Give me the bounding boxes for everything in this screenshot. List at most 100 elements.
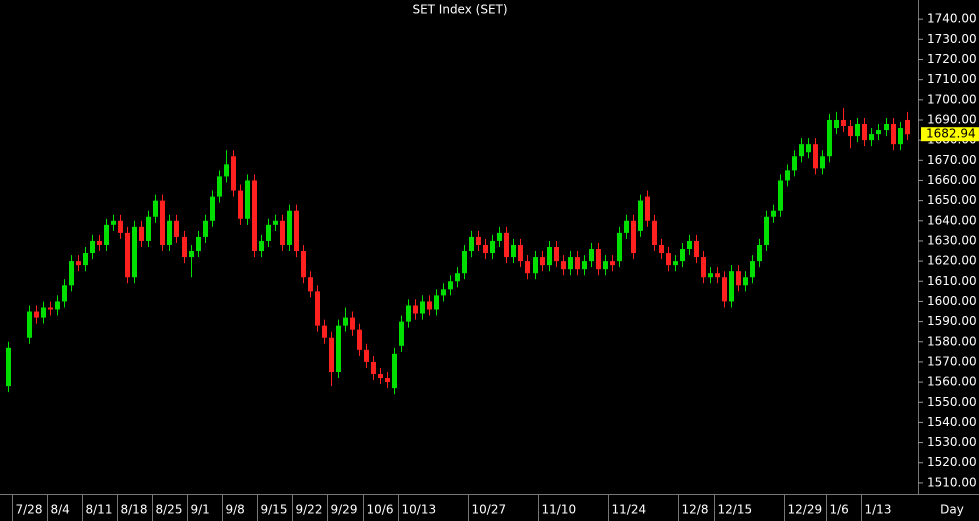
candle-body bbox=[125, 232, 130, 278]
candle-body bbox=[603, 261, 608, 270]
candle-body bbox=[722, 277, 727, 302]
candle-body bbox=[834, 119, 839, 129]
x-tick-label: 12/8 bbox=[682, 503, 709, 517]
candle-body bbox=[189, 251, 194, 258]
y-tick-label: 1540.00 bbox=[927, 415, 977, 429]
candle-body bbox=[287, 210, 292, 245]
x-tick-label: 9/15 bbox=[261, 503, 288, 517]
candle-body bbox=[280, 220, 285, 245]
candle-body bbox=[652, 220, 657, 245]
candle-body bbox=[483, 244, 488, 254]
candle-body bbox=[146, 216, 151, 241]
last-price-label: 1682.94 bbox=[926, 127, 976, 141]
candle-body bbox=[385, 378, 390, 383]
x-tick-label: 9/8 bbox=[226, 503, 245, 517]
candle-body bbox=[308, 277, 313, 292]
candle-body bbox=[364, 349, 369, 362]
x-tick-label: 8/25 bbox=[156, 503, 183, 517]
x-tick-label: 10/6 bbox=[367, 503, 394, 517]
candle-body bbox=[757, 244, 762, 262]
candle-body bbox=[666, 253, 671, 266]
candle-body bbox=[876, 130, 881, 135]
candle-body bbox=[827, 119, 832, 157]
candle-body bbox=[575, 257, 580, 270]
x-tick-label: 8/18 bbox=[121, 503, 148, 517]
candle-body bbox=[160, 200, 165, 245]
candle-body bbox=[869, 134, 874, 141]
candle-body bbox=[841, 119, 846, 127]
candle-body bbox=[315, 291, 320, 326]
candle-body bbox=[399, 321, 404, 346]
y-tick-label: 1730.00 bbox=[927, 32, 977, 46]
candle-body bbox=[673, 261, 678, 266]
candle-body bbox=[792, 156, 797, 171]
candle-body bbox=[252, 180, 257, 252]
candle-body bbox=[771, 210, 776, 217]
y-tick-label: 1660.00 bbox=[927, 173, 977, 187]
candle-body bbox=[729, 271, 734, 302]
candle-body bbox=[182, 236, 187, 258]
candle-body bbox=[736, 271, 741, 286]
candle-body bbox=[490, 240, 495, 254]
candle-body bbox=[511, 244, 516, 258]
candle-body bbox=[645, 196, 650, 221]
candle-body bbox=[518, 244, 523, 262]
candle-body bbox=[694, 240, 699, 258]
x-tick-label: 1/6 bbox=[830, 503, 849, 517]
y-tick-label: 1620.00 bbox=[927, 254, 977, 268]
x-tick-label: 11/24 bbox=[612, 503, 647, 517]
candle-body bbox=[378, 374, 383, 379]
candle-body bbox=[891, 124, 896, 145]
y-tick-label: 1570.00 bbox=[927, 354, 977, 368]
candle-body bbox=[687, 240, 692, 250]
candle-body bbox=[55, 301, 60, 310]
candle-body bbox=[905, 119, 910, 135]
y-tick-label: 1560.00 bbox=[927, 375, 977, 389]
candle-body bbox=[862, 124, 867, 141]
candle-body bbox=[406, 305, 411, 322]
candle-body bbox=[884, 124, 889, 131]
y-tick-label: 1520.00 bbox=[927, 455, 977, 469]
candle-body bbox=[343, 317, 348, 326]
candle-body bbox=[469, 236, 474, 252]
candle-body bbox=[504, 232, 509, 258]
candle-body bbox=[139, 226, 144, 241]
candle-body bbox=[48, 307, 53, 310]
candle-body bbox=[898, 128, 903, 145]
candle-body bbox=[231, 156, 236, 191]
candle-body bbox=[111, 220, 116, 225]
candle-body bbox=[561, 261, 566, 270]
candle-body bbox=[371, 361, 376, 375]
x-tick-label: 10/27 bbox=[472, 503, 507, 517]
y-tick-label: 1710.00 bbox=[927, 72, 977, 86]
candle-body bbox=[132, 226, 137, 278]
candle-body bbox=[266, 224, 271, 241]
candle-body bbox=[855, 124, 860, 137]
candle-body bbox=[533, 257, 538, 274]
candle-body bbox=[715, 273, 720, 278]
candle-body bbox=[420, 301, 425, 314]
candle-body bbox=[350, 317, 355, 330]
candle-body bbox=[441, 289, 446, 296]
y-tick-label: 1650.00 bbox=[927, 193, 977, 207]
y-tick-label: 1530.00 bbox=[927, 435, 977, 449]
candle-body bbox=[245, 180, 250, 219]
x-tick-label: 8/11 bbox=[86, 503, 113, 517]
candle-body bbox=[62, 285, 67, 302]
candle-body bbox=[41, 307, 46, 318]
candle-body bbox=[799, 144, 804, 157]
candle-body bbox=[34, 311, 39, 318]
x-tick-label: 8/4 bbox=[51, 503, 70, 517]
candle-body bbox=[97, 240, 102, 245]
candle-body bbox=[104, 224, 109, 245]
candle-body bbox=[167, 220, 172, 245]
y-tick-label: 1670.00 bbox=[927, 153, 977, 167]
candle-body bbox=[118, 220, 123, 233]
candle-body bbox=[294, 210, 299, 252]
candle-body bbox=[525, 261, 530, 274]
candle-body bbox=[743, 277, 748, 286]
candle-body bbox=[631, 220, 636, 254]
candle-body bbox=[336, 325, 341, 373]
x-tick-label: 10/13 bbox=[402, 503, 437, 517]
candle-body bbox=[497, 232, 502, 241]
